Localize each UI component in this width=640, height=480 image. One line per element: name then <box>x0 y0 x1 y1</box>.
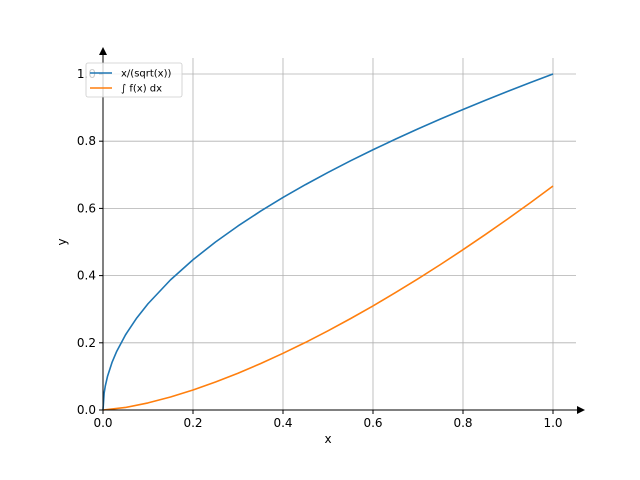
axes <box>99 47 585 414</box>
y-axis-label: y <box>55 238 69 245</box>
x-tick-label: 0.6 <box>363 416 382 430</box>
legend: x/(sqrt(x)) ∫ f(x) dx <box>85 62 183 98</box>
y-tick-label: 0.2 <box>77 336 96 350</box>
x-tick-label: 1.0 <box>543 416 562 430</box>
x-tick-label: 0.0 <box>93 416 112 430</box>
grid <box>103 58 576 410</box>
x-axis-arrow <box>577 406 585 414</box>
series-line-2 <box>102 185 554 411</box>
y-axis-arrow <box>99 47 107 55</box>
x-axis-label: x <box>324 432 331 446</box>
series-layer <box>102 73 554 411</box>
ticks: 0.00.20.40.60.81.00.00.20.40.60.81.0 <box>77 67 563 430</box>
x-tick-label: 0.4 <box>273 416 292 430</box>
y-tick-label: 0.0 <box>77 403 96 417</box>
y-tick-label: 0.8 <box>77 134 96 148</box>
legend-label-2: ∫ f(x) dx <box>121 84 162 95</box>
x-tick-label: 0.8 <box>453 416 472 430</box>
x-tick-label: 0.2 <box>183 416 202 430</box>
series-line-1 <box>102 73 554 411</box>
y-tick-label: 0.6 <box>77 201 96 215</box>
y-tick-label: 0.4 <box>77 269 96 283</box>
legend-label-1: x/(sqrt(x)) <box>121 69 171 80</box>
